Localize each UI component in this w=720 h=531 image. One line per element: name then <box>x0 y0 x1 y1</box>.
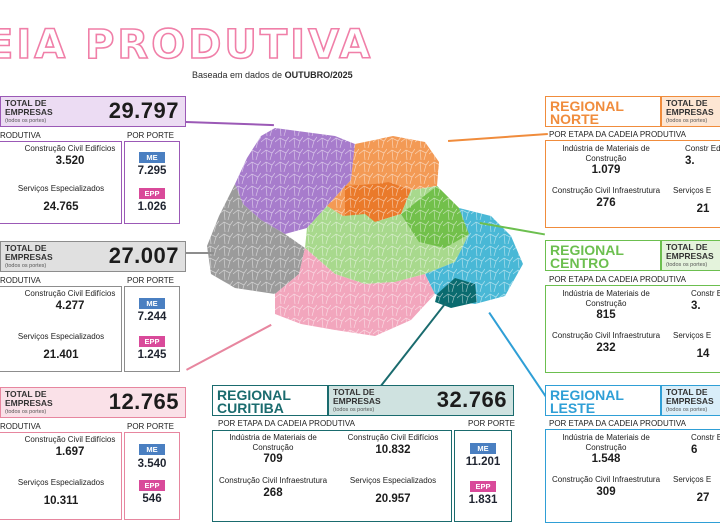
card-norte: REGIONAL NORTE TOTAL DE EMPRESAS (todos … <box>545 96 720 231</box>
region-name: REGIONAL NORTE <box>550 98 624 127</box>
me-badge: ME <box>139 298 165 309</box>
region-name: REGIONAL CENTRO <box>550 242 624 271</box>
me-badge: ME <box>139 152 165 163</box>
parana-map <box>207 128 523 336</box>
card-centro: REGIONAL CENTRO TOTAL DE EMPRESAS (todos… <box>545 240 720 375</box>
page-title: EIA PRODUTIVA <box>0 21 374 69</box>
region-name: REGIONAL LESTE <box>550 387 624 416</box>
total-header: TOTAL DE EMPRESAS (todos os portes) 29.7… <box>0 96 186 127</box>
epp-badge: EPP <box>139 336 165 347</box>
epp-badge: EPP <box>139 480 165 491</box>
epp-badge: EPP <box>139 188 165 199</box>
card-curitiba: REGIONAL CURITIBA TOTAL DE EMPRESAS (tod… <box>212 385 515 525</box>
page-subtitle: Baseada em dados de OUTUBRO/2025 <box>192 70 353 80</box>
card-left-top: TOTAL DE EMPRESAS (todos os portes) 29.7… <box>0 96 186 226</box>
card-left-bot: TOTAL DE EMPRESAS (todos os portes) 12.7… <box>0 387 186 522</box>
connector-oeste <box>186 252 214 254</box>
card-left-mid: TOTAL DE EMPRESAS (todos os portes) 27.0… <box>0 241 186 372</box>
region-name: REGIONAL CURITIBA <box>217 387 291 416</box>
total-value: 27.007 <box>108 243 179 268</box>
me-badge: ME <box>470 443 496 454</box>
total-value: 29.797 <box>108 98 179 123</box>
me-badge: ME <box>139 444 165 455</box>
epp-badge: EPP <box>470 481 496 492</box>
card-leste: REGIONAL LESTE TOTAL DE EMPRESAS (todos … <box>545 385 720 525</box>
total-value: 12.765 <box>108 389 179 414</box>
total-value: 32.766 <box>436 387 507 412</box>
